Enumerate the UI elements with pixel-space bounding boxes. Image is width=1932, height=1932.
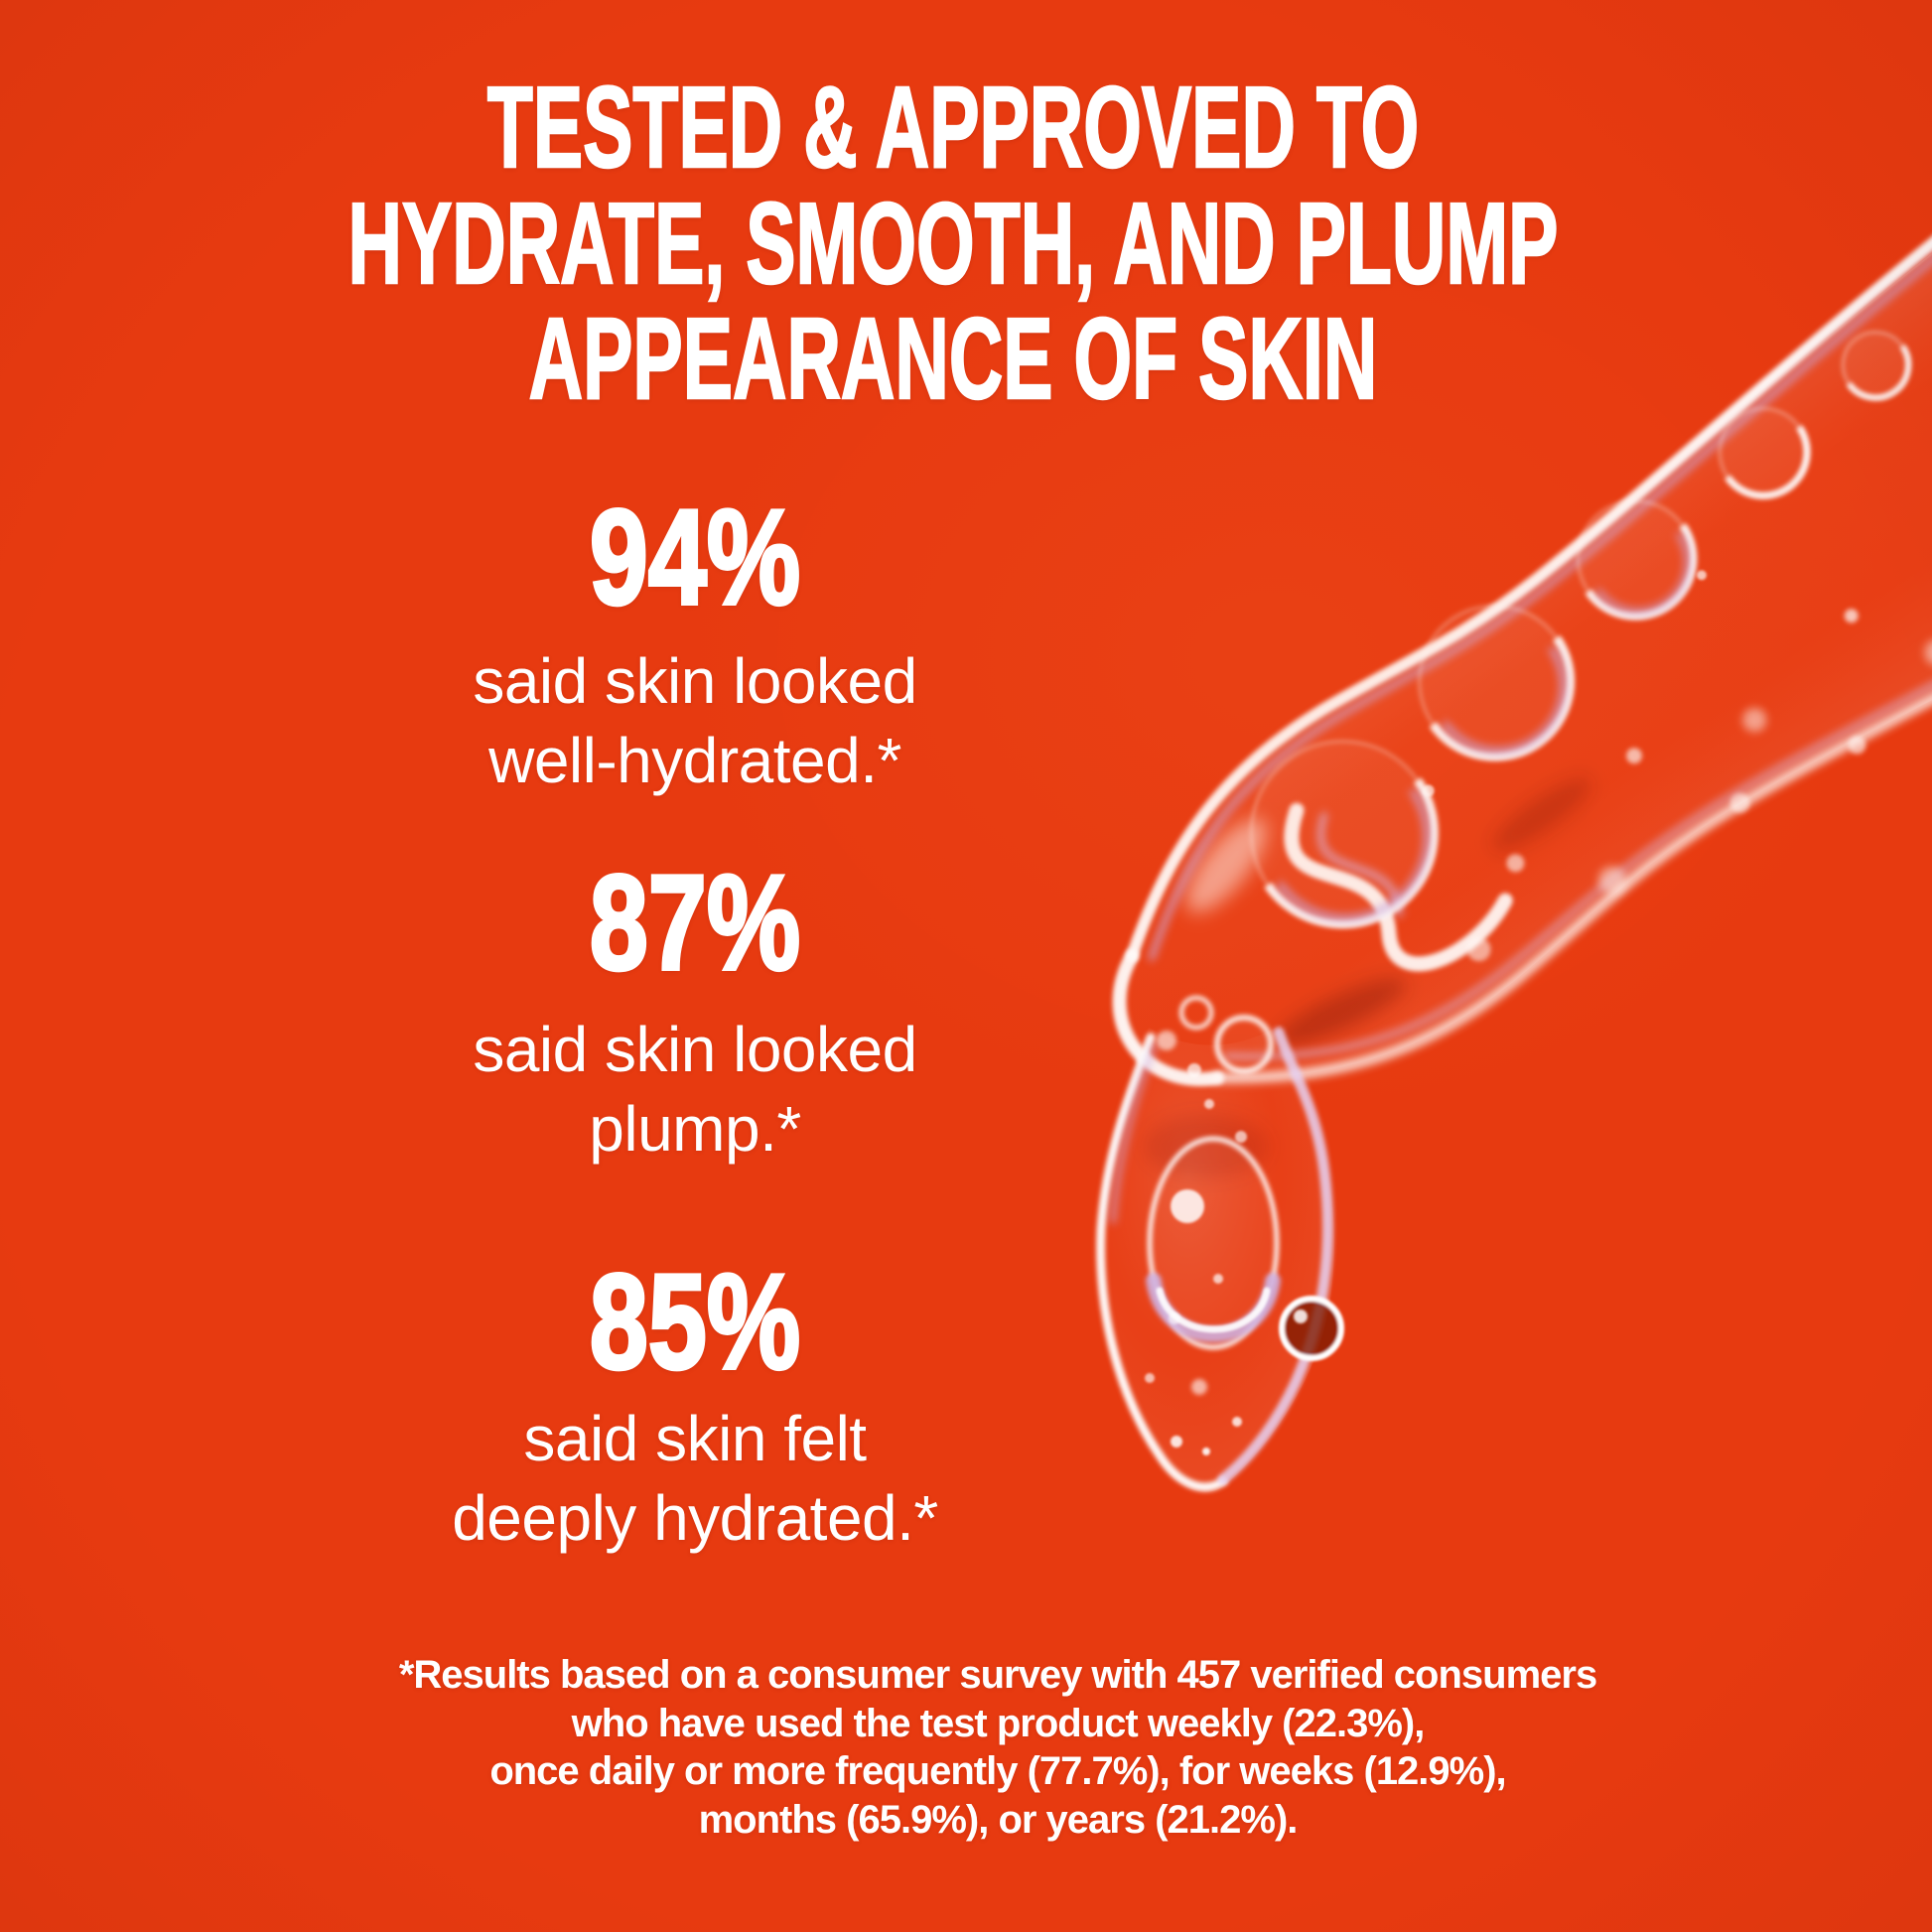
stat-1-desc-line-1: said skin looked [473, 645, 917, 717]
drop-specks [1145, 1063, 1247, 1455]
footnote-line-3: once daily or more frequently (77.7%), f… [489, 1749, 1506, 1793]
stat-1-desc: said skin looked well-hydrated.* [0, 641, 1390, 800]
stat-1-desc-line-2: well-hydrated.* [488, 725, 901, 796]
headline-line-3: APPEARANCE OF SKIN [528, 294, 1378, 423]
stat-3-desc: said skin felt deeply hydrated.* [0, 1399, 1390, 1558]
footnote-line-4: months (65.9%), or years (21.2%). [698, 1797, 1299, 1842]
drop-neck-bubbles [1157, 995, 1274, 1074]
headline: TESTED & APPROVED TO HYDRATE, SMOOTH, AN… [0, 69, 1906, 417]
footnote-line-2: who have used the test product weekly (2… [571, 1701, 1426, 1745]
drop-dark-bubble [1279, 1296, 1344, 1361]
stat-2-desc-line-1: said skin looked [473, 1014, 917, 1085]
headline-line-1: TESTED & APPROVED TO [486, 63, 1420, 192]
pipette-air-bubbles [1249, 331, 1912, 929]
stat-3-desc-line-2: deeply hydrated.* [452, 1482, 938, 1554]
drop-large-bubble [1146, 1136, 1281, 1350]
stat-3-desc-line-1: said skin felt [523, 1403, 867, 1474]
stat-1-value: 94% [588, 482, 801, 632]
stat-2-value: 87% [588, 847, 801, 998]
hanging-drop [1096, 995, 1344, 1492]
headline-line-2: HYDRATE, SMOOTH, AND PLUMP [347, 178, 1560, 308]
pipette-glass-body [1119, 0, 1932, 1080]
stat-2-desc: said skin looked plump.* [0, 1010, 1390, 1169]
footnote: *Results based on a consumer survey with… [154, 1651, 1842, 1844]
drop-rims [1096, 1027, 1333, 1492]
footnote-line-1: *Results based on a consumer survey with… [398, 1653, 1597, 1697]
pipette-tube [1112, 0, 1932, 1087]
stat-2-desc-line-2: plump.* [589, 1093, 801, 1165]
stat-3-value: 85% [588, 1246, 801, 1397]
pipette-droplet-specks [1422, 570, 1932, 962]
pipette-inner-shading [1185, 777, 1592, 1046]
